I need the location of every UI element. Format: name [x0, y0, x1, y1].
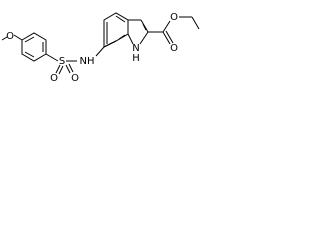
- bond: [118, 34, 126, 40]
- atom-label: O: [170, 12, 178, 23]
- bond: [162, 31, 171, 45]
- bond: [45, 53, 59, 62]
- bond: [142, 23, 147, 31]
- atom-label: H: [132, 53, 140, 64]
- bond: [1, 36, 8, 41]
- ring: [103, 12, 129, 48]
- atom-label: N: [132, 43, 139, 54]
- bond: [127, 33, 134, 45]
- atom-label: O: [50, 73, 58, 84]
- atom-label: O: [6, 31, 14, 42]
- bond: [95, 46, 105, 57]
- atom-label: O: [71, 73, 79, 84]
- structure-diagram: O S O O NH H N O O: [1, 12, 200, 84]
- bond: [139, 31, 149, 45]
- bond: [55, 64, 61, 74]
- bond: [24, 51, 35, 58]
- bond: [191, 16, 200, 30]
- atom-label: O: [170, 43, 178, 54]
- atom-label: NH: [80, 56, 95, 67]
- bond: [24, 36, 35, 43]
- bond: [58, 65, 64, 75]
- atom-label: S: [59, 56, 65, 67]
- bond: [115, 15, 126, 23]
- bond: [165, 30, 174, 44]
- bonds: [1, 12, 200, 75]
- bond: [162, 20, 171, 33]
- bond: [13, 34, 23, 41]
- bond: [68, 63, 74, 73]
- bond: [103, 40, 117, 48]
- bond: [65, 64, 71, 74]
